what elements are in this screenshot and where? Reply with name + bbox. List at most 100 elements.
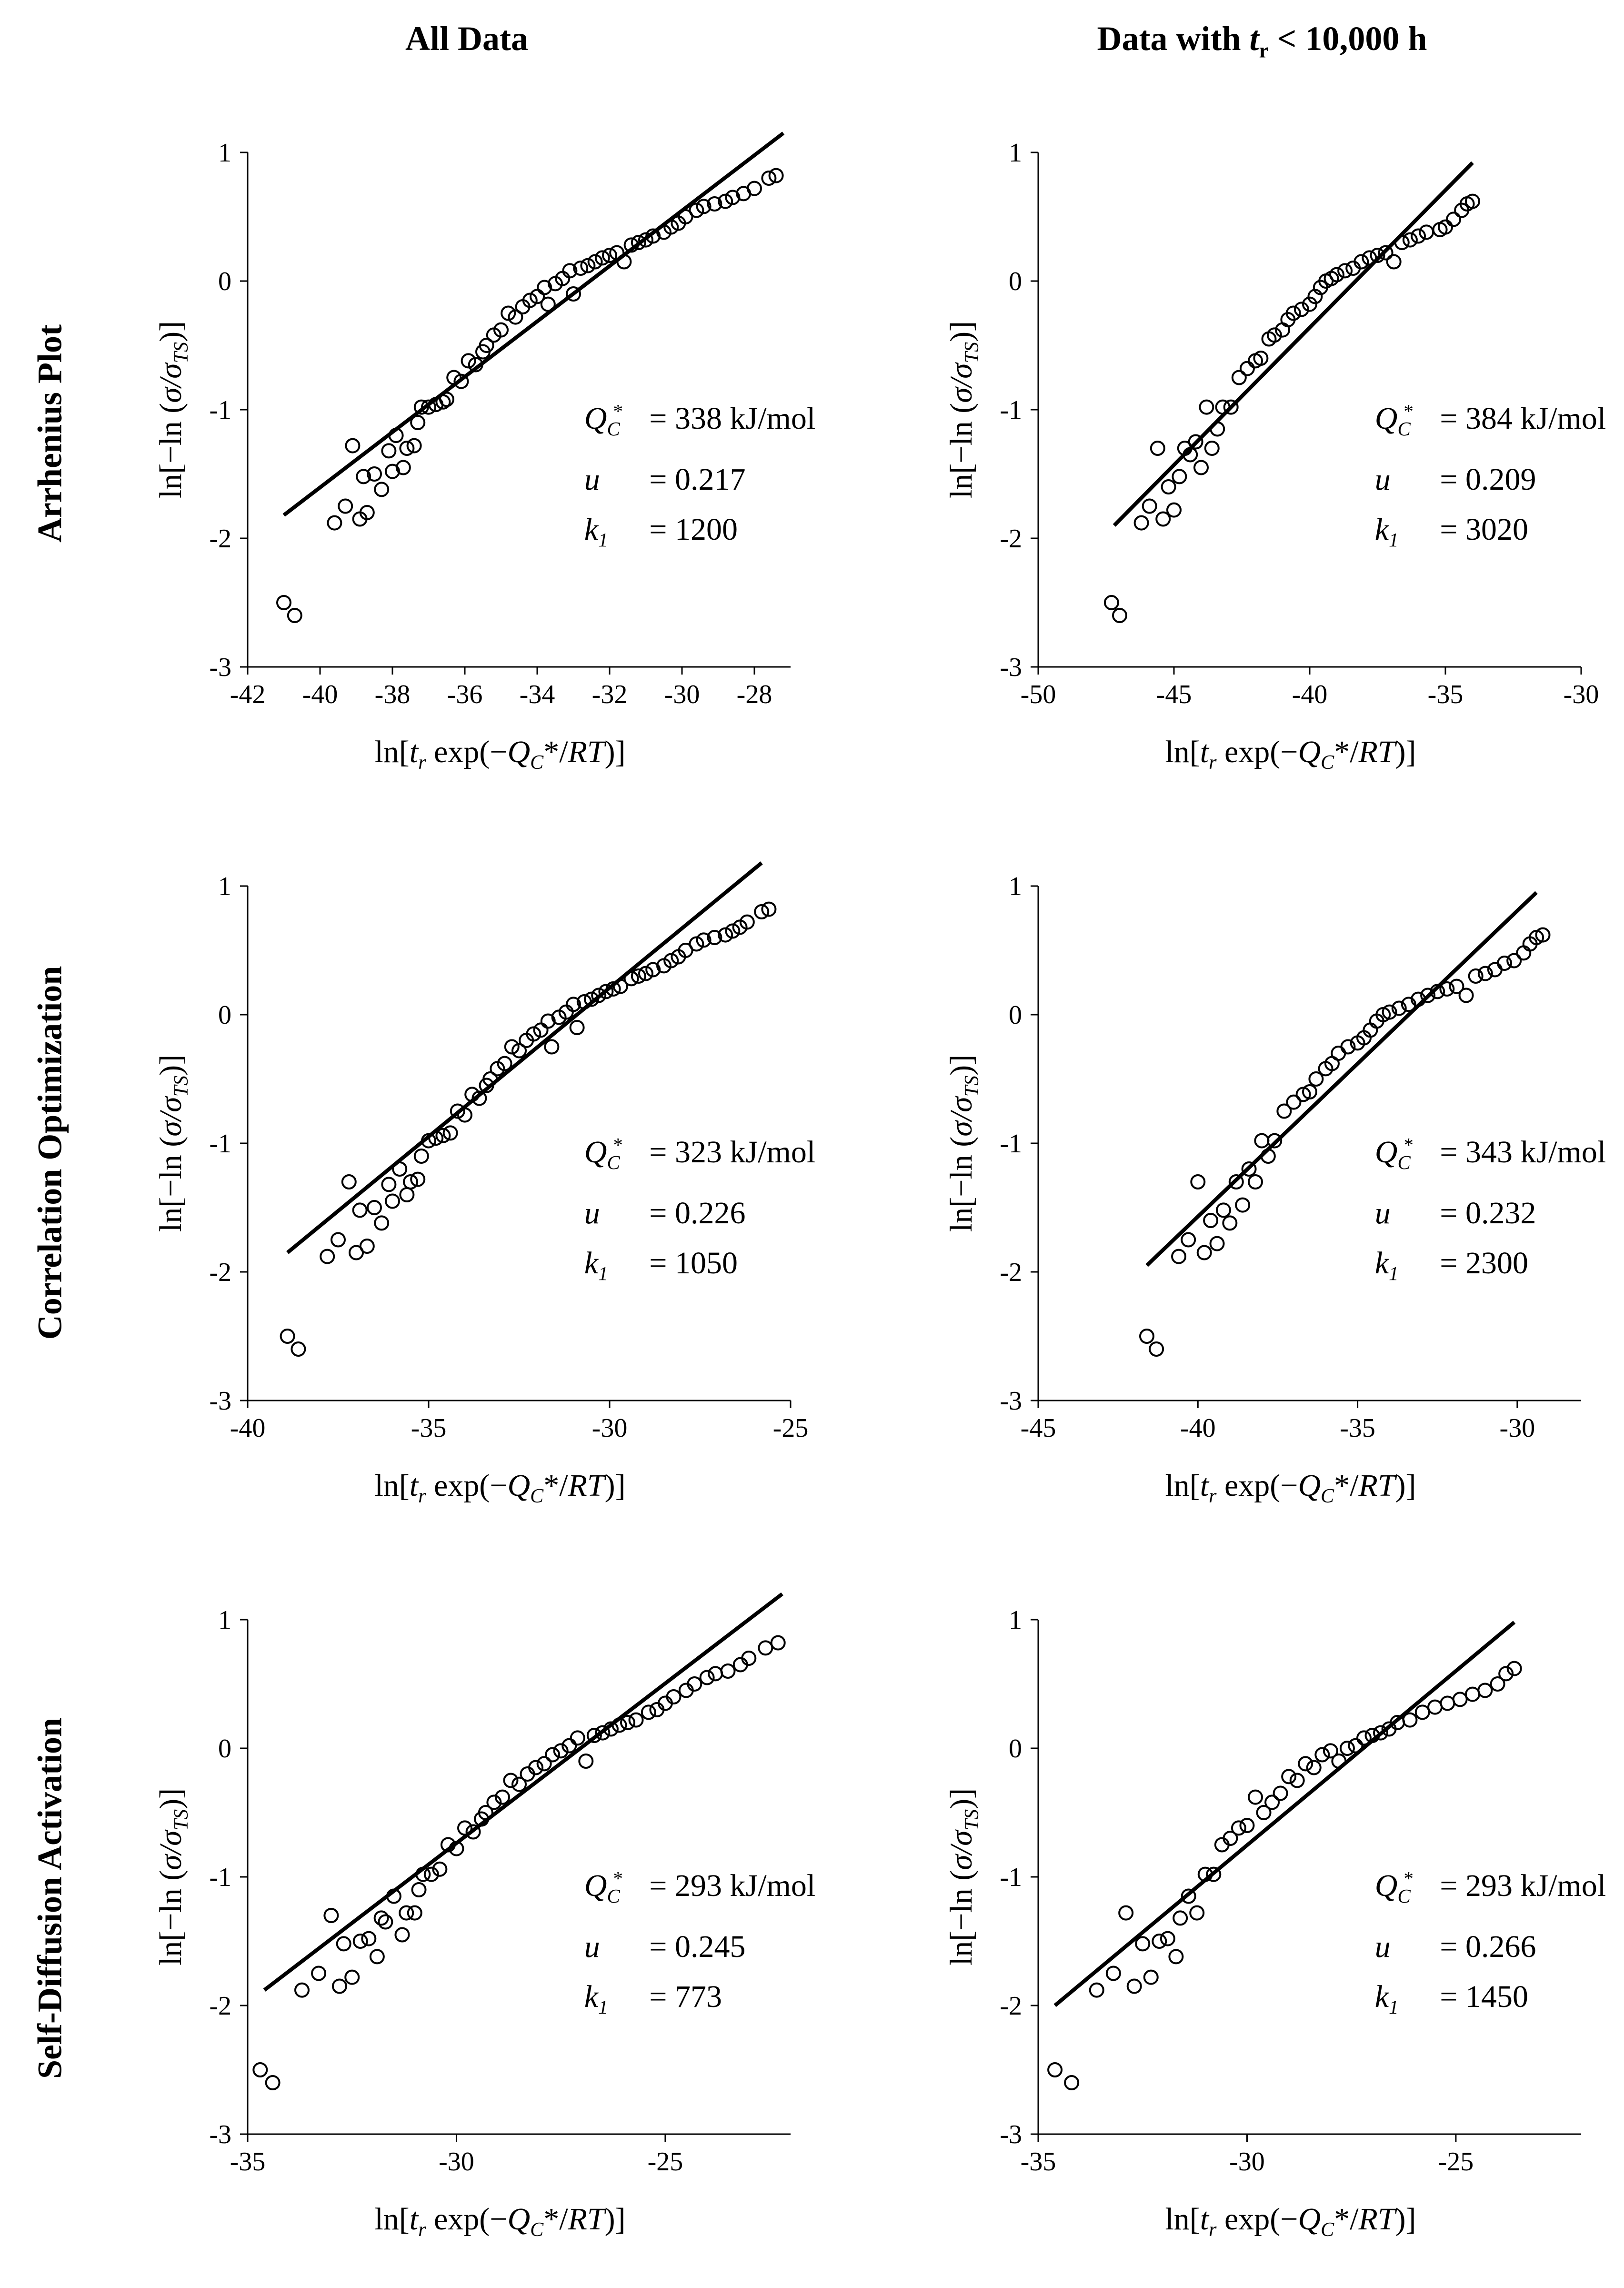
data-point [1160, 1931, 1175, 1946]
data-point [439, 392, 454, 407]
data-point [612, 1717, 627, 1733]
data-point [1173, 1910, 1188, 1926]
data-point [584, 991, 599, 1007]
data-point [699, 1670, 715, 1685]
data-point [612, 978, 628, 994]
data-point [1337, 263, 1353, 279]
data-point [1516, 945, 1532, 961]
data-point [623, 971, 639, 987]
qc-parameter: QC* = 384 kJ/mol [1374, 401, 1606, 440]
data-point [1391, 1000, 1407, 1016]
data-point [450, 1103, 465, 1119]
data-point [725, 923, 741, 939]
y-tick-label: 0 [1009, 267, 1022, 296]
data-point [1254, 1133, 1270, 1149]
data-point [1197, 1866, 1213, 1882]
chart-panel-2: -3 -2 -1 0 1 -50 -45 -40 -35 -30 ln[tr exp(−QC*/RT… [944, 124, 1610, 774]
y-tick-label: -1 [1000, 395, 1022, 425]
x-tick-label: -50 [1021, 680, 1056, 709]
y-tick-label: 0 [218, 1734, 231, 1764]
data-point [1239, 361, 1255, 376]
data-point [311, 1965, 327, 1981]
x-axis-label: ln[tr exp(−QC*/RT)] [1165, 735, 1416, 774]
data-point [479, 338, 494, 353]
data-point [1323, 1743, 1338, 1759]
qc-parameter: QC* = 293 kJ/mol [1374, 1868, 1606, 1907]
data-point [442, 1125, 458, 1141]
k1-parameter-value: = 2300 [1432, 1245, 1529, 1280]
data-point [373, 1910, 389, 1926]
data-point [1253, 351, 1269, 366]
fit-parameters: QC* = 323 kJ/mol u = 0.226 k1 = 1050 [584, 1120, 815, 1298]
data-point [385, 464, 400, 479]
data-point [359, 505, 375, 520]
fit-line [286, 861, 763, 1254]
data-point [1103, 595, 1119, 610]
data-point [1427, 1699, 1443, 1715]
data-point [1329, 267, 1344, 282]
chart-panel-5: -3 -2 -1 0 1 -35 -30 -25 ln[tr exp(−QC*/RT)] ln[−… [153, 1591, 819, 2241]
data-point [486, 1794, 502, 1810]
data-point [457, 1820, 472, 1836]
y-tick-label: 1 [1009, 138, 1022, 168]
data-point [493, 322, 509, 338]
data-point [1420, 988, 1436, 1003]
data-point [1382, 1004, 1397, 1020]
data-point [1241, 1161, 1257, 1177]
data-point [435, 394, 451, 410]
chart-svg: -3 -2 -1 0 1 -40 -35 -30 -25 ln[tr exp(−QC*/RT)] l… [153, 861, 808, 1507]
data-point [1199, 399, 1214, 415]
data-point [1414, 1704, 1430, 1720]
data-point [595, 1725, 611, 1741]
data-point [562, 263, 578, 279]
data-point [1181, 1232, 1196, 1248]
k1-parameter-value: = 3020 [1432, 512, 1529, 547]
data-point [280, 1329, 295, 1344]
data-point [457, 1107, 472, 1123]
data-point [1449, 978, 1464, 994]
data-point [378, 1914, 393, 1930]
data-point [1089, 1982, 1104, 1998]
x-tick-label: -30 [1564, 680, 1599, 709]
data-point [1506, 953, 1522, 968]
data-point [432, 1861, 448, 1877]
y-tick-label: -2 [1000, 1258, 1022, 1287]
row-label-correlation: Correlation Optimization [30, 966, 69, 1340]
data-point [1402, 1712, 1418, 1728]
x-tick-label: -35 [1428, 680, 1464, 709]
fit-parameters: QC* = 343 kJ/mol u = 0.232 k1 = 2300 [1375, 1120, 1606, 1298]
data-point [1298, 1756, 1313, 1772]
data-point [761, 901, 777, 917]
u-parameter-value: = 0.226 [641, 1195, 746, 1230]
data-point [411, 1882, 427, 1897]
data-point [645, 962, 661, 978]
qc-parameter: QC* = 338 kJ/mol [584, 401, 816, 440]
data-point [265, 2075, 281, 2090]
x-tick-label: -45 [1156, 680, 1192, 709]
data-point [1378, 245, 1393, 261]
data-point [1281, 1769, 1297, 1784]
y-tick-label: -3 [1000, 1386, 1022, 1416]
data-point [374, 482, 390, 497]
row-label-self-diffusion: Self-Diffusion Activation [30, 1717, 69, 2079]
data-point [385, 1193, 400, 1209]
data-point [428, 1130, 444, 1146]
data-point [392, 1161, 408, 1177]
k1-parameter: k1 = 3020 [1374, 512, 1529, 551]
y-tick-label: 1 [218, 138, 231, 168]
y-tick-label: 0 [1009, 1000, 1022, 1030]
y-tick-label: 1 [1009, 872, 1022, 901]
data-point [440, 1837, 456, 1853]
data-point [369, 1949, 385, 1965]
data-point [594, 250, 610, 266]
data-point [1204, 441, 1220, 456]
data-point [291, 1341, 306, 1357]
data-point [561, 1738, 577, 1754]
data-point [1465, 193, 1480, 209]
data-point [252, 2062, 268, 2077]
x-axis-label: ln[tr exp(−QC*/RT)] [374, 2202, 625, 2241]
data-point [720, 1663, 736, 1679]
data-point [1302, 296, 1317, 312]
data-point [1206, 1866, 1222, 1882]
data-point [1452, 1692, 1468, 1707]
